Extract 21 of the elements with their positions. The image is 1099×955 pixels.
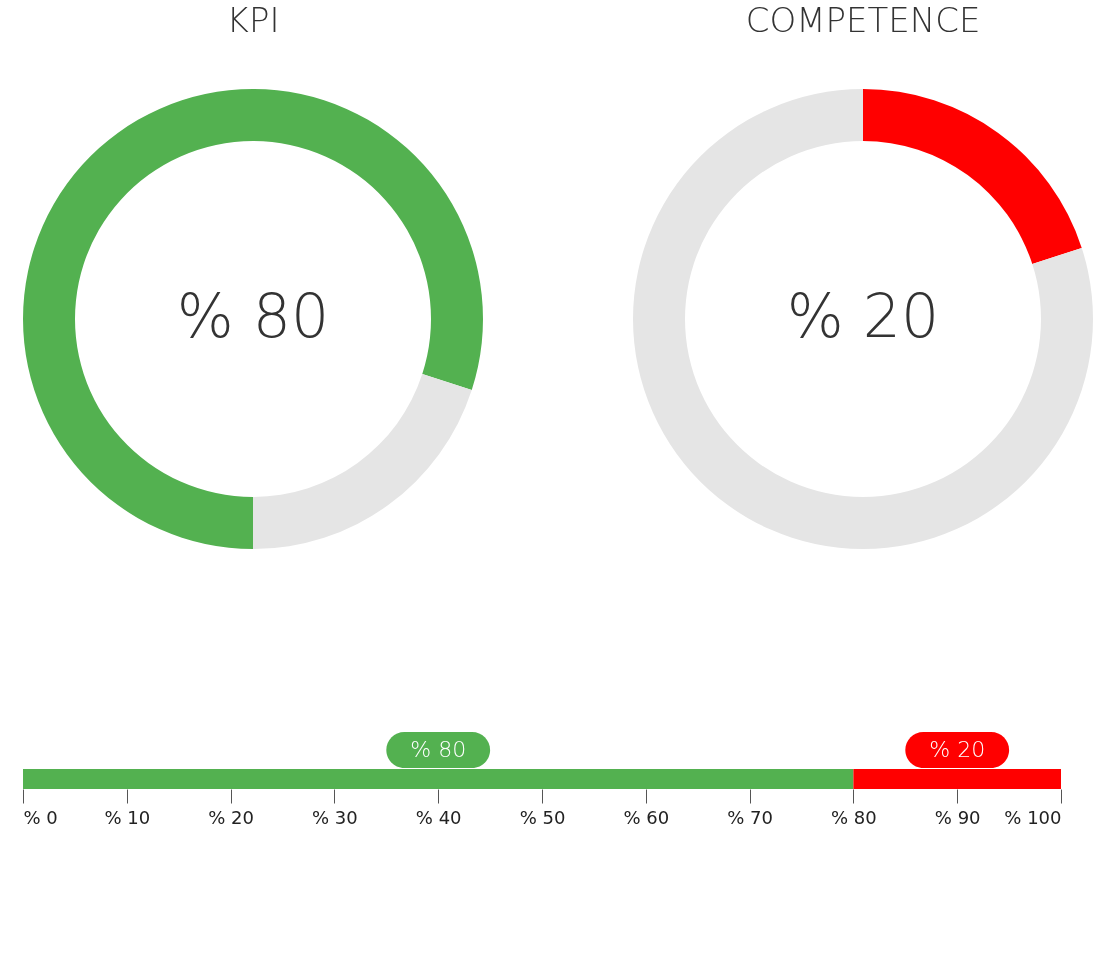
x-tick-label: % 0 [23,806,58,828]
donut-slice [23,89,483,549]
x-tick-label: % 90 [934,806,981,828]
x-tick-label: % 10 [104,806,151,828]
x-tick-label: % 100 [1004,806,1062,828]
x-tick-label: % 80 [831,806,877,828]
data-label: % 20 [929,737,986,762]
x-tick-label: % 40 [415,806,462,828]
x-tick-label: % 60 [623,806,670,828]
x-tick-label: % 50 [519,806,566,828]
data-label: % 20 [786,281,940,351]
x-tick-label: % 30 [312,806,358,828]
data-label: % 80 [410,737,467,762]
donut-slice [863,89,1082,264]
donut-slice [253,374,472,549]
data-label: % 80 [176,281,330,351]
donut-slice [633,89,1093,549]
chart-title: KPI [226,0,280,40]
x-tick-label: % 20 [208,806,254,828]
x-tick-label: % 70 [727,806,773,828]
chart-title: COMPETENCE [745,0,981,40]
